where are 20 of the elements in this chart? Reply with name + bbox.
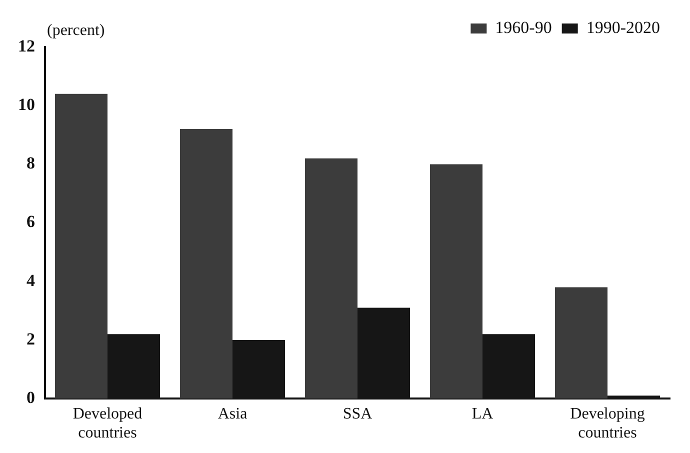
legend-label: 1990-2020	[586, 18, 660, 37]
y-tick-label: 0	[26, 388, 35, 407]
y-axis-title: (percent)	[47, 22, 105, 40]
x-tick-label: Developing countries	[570, 405, 645, 442]
y-tick-label: 10	[18, 94, 35, 114]
x-tick-label: Developed countries	[72, 405, 142, 442]
legend-label: 1960-90	[495, 18, 552, 37]
x-tick-label: Asia	[218, 405, 248, 422]
x-tick-label: LA	[472, 405, 494, 422]
bar	[430, 164, 482, 399]
y-tick-label: 6	[26, 212, 35, 232]
bar	[180, 129, 232, 399]
y-tick-label: 8	[26, 154, 35, 173]
x-tick-label: SSA	[342, 405, 373, 422]
y-tick-label: 12	[18, 36, 35, 56]
bar	[55, 94, 108, 399]
y-tick-label: 4	[26, 270, 36, 290]
bar	[305, 158, 358, 399]
bar	[555, 287, 608, 399]
y-tick-label: 2	[26, 329, 35, 348]
